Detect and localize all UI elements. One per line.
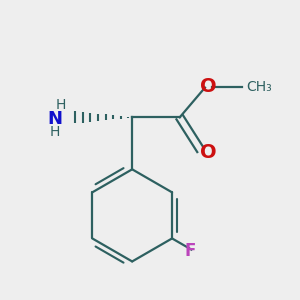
Text: O: O	[200, 77, 216, 96]
Text: F: F	[184, 242, 196, 260]
Text: CH₃: CH₃	[247, 80, 272, 94]
Text: N: N	[47, 110, 62, 128]
Text: O: O	[200, 143, 216, 163]
Text: H: H	[56, 98, 66, 112]
Text: H: H	[50, 124, 60, 139]
